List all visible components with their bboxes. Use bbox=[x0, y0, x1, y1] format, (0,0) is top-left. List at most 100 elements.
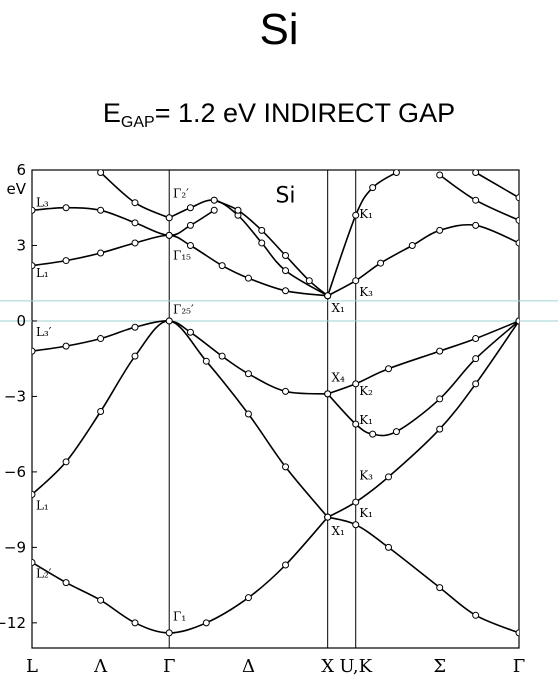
x-tick-label: Γ bbox=[163, 656, 176, 677]
band-data-point bbox=[472, 380, 480, 388]
band-data-point bbox=[97, 170, 105, 177]
band-data-point bbox=[392, 428, 400, 436]
y-tick-label: −3 bbox=[4, 387, 26, 405]
band-data-point bbox=[436, 226, 444, 234]
band-data-point bbox=[62, 204, 70, 212]
band-data-point bbox=[472, 170, 480, 177]
band-data-point bbox=[515, 194, 519, 202]
band-data-point bbox=[472, 196, 480, 204]
symmetry-point-label: Γ₁₅ bbox=[173, 248, 191, 262]
page-title: Si bbox=[259, 5, 299, 54]
band-data-point bbox=[131, 199, 139, 207]
band-data-point bbox=[131, 219, 139, 227]
band-data-point bbox=[62, 257, 70, 265]
band-data-point bbox=[436, 347, 444, 355]
band-data-point bbox=[472, 221, 480, 229]
band-data-point bbox=[202, 619, 210, 627]
band-curve-2 bbox=[32, 320, 328, 395]
band-data-point bbox=[324, 390, 332, 398]
band-data-point bbox=[244, 410, 252, 418]
band-curve-3 bbox=[32, 234, 328, 297]
symmetry-point-label: Γ₂₅′ bbox=[173, 302, 194, 316]
x-tick-label: Γ bbox=[513, 656, 526, 677]
subtitle-rest: = 1.2 eV INDIRECT GAP bbox=[154, 98, 456, 128]
band-data-point bbox=[377, 259, 385, 267]
y-unit-label: eV bbox=[7, 180, 27, 198]
symmetry-point-label: X₁ bbox=[331, 301, 344, 315]
plot-frame bbox=[31, 169, 520, 649]
band-curve-9 bbox=[326, 171, 397, 297]
subtitle-prefix: E bbox=[102, 98, 121, 128]
y-tick-label: −9 bbox=[4, 538, 26, 556]
symmetry-point-label: X₁ bbox=[331, 524, 344, 538]
symmetry-point-label: L₁ bbox=[36, 499, 49, 513]
band-data-point bbox=[436, 171, 444, 179]
symmetry-point-label: L₃′ bbox=[36, 325, 52, 339]
band-data-point bbox=[515, 629, 519, 637]
band-data-point bbox=[305, 277, 313, 285]
band-data-point bbox=[515, 239, 519, 247]
x-tick-label: L bbox=[26, 656, 38, 677]
band-data-point bbox=[165, 231, 173, 239]
band-data-point bbox=[97, 408, 105, 416]
x-tick-label: U,K bbox=[339, 656, 372, 677]
y-tick-label: 6 bbox=[16, 161, 26, 179]
band-data-point bbox=[186, 221, 194, 229]
x-tick-label: Λ bbox=[93, 656, 108, 677]
band-data-point bbox=[385, 473, 393, 481]
band-data-point bbox=[97, 335, 105, 343]
subtitle-sub: GAP bbox=[120, 114, 155, 131]
band-data-point bbox=[244, 274, 252, 282]
band-data-point bbox=[352, 498, 360, 506]
band-curve-11 bbox=[327, 320, 519, 437]
band-data-point bbox=[32, 491, 36, 499]
symmetry-point-label: Γ₁ bbox=[173, 609, 186, 623]
band-data-point bbox=[369, 430, 377, 438]
band-data-point bbox=[369, 184, 377, 192]
band-curve-13 bbox=[327, 516, 519, 634]
band-data-point bbox=[282, 561, 290, 569]
band-data-point bbox=[392, 170, 400, 177]
band-structure-chart: Si L₃ L₁ L₃′ L₁ L₂′ Γ₂′ Γ₁₅ Γ₂₅′ Γ₁ X₁ X₄ X₁ K₁ K₃ K₂ K₁… bbox=[0, 161, 558, 677]
band-data-point bbox=[186, 204, 194, 212]
band-data-point bbox=[324, 513, 332, 521]
band-data-point bbox=[436, 395, 444, 403]
band-data-point bbox=[282, 287, 290, 295]
band-data-point bbox=[165, 214, 173, 222]
symmetry-point-label: K₃ bbox=[359, 285, 373, 299]
band-data-point bbox=[352, 521, 360, 529]
y-tick-label: 3 bbox=[16, 236, 26, 254]
symmetry-point-label: L₁ bbox=[36, 266, 49, 280]
band-data-point bbox=[210, 196, 218, 204]
band-data-point bbox=[186, 328, 194, 336]
band-data-point bbox=[258, 239, 266, 247]
band-curve-14 bbox=[439, 174, 519, 222]
band-data-point bbox=[352, 277, 360, 285]
band-data-point bbox=[186, 241, 194, 249]
band-data-point bbox=[32, 262, 36, 270]
band-data-point bbox=[32, 206, 36, 214]
band-data-point bbox=[202, 357, 210, 365]
band-curve-6 bbox=[100, 171, 170, 219]
x-tick-label: Σ bbox=[433, 656, 446, 677]
band-data-point bbox=[436, 425, 444, 433]
band-data-point bbox=[472, 611, 480, 619]
band-data-point bbox=[244, 594, 252, 602]
band-data-point bbox=[131, 619, 139, 627]
y-tick-label: 0 bbox=[16, 312, 26, 330]
band-data-point bbox=[218, 262, 226, 270]
band-data-point bbox=[472, 355, 480, 363]
band-data-point bbox=[32, 347, 36, 355]
x-tick-label: Δ bbox=[242, 656, 255, 677]
band-data-point bbox=[352, 420, 360, 428]
band-data-point bbox=[97, 249, 105, 257]
band-curve-1 bbox=[32, 320, 329, 518]
band-data-point bbox=[385, 365, 393, 373]
y-tick-label: −6 bbox=[4, 463, 26, 481]
symmetry-point-label: K₁ bbox=[359, 207, 373, 221]
inner-title: Si bbox=[275, 184, 295, 209]
symmetry-point-label: X₄ bbox=[331, 370, 345, 384]
band-data-point bbox=[97, 596, 105, 604]
band-data-point bbox=[515, 317, 519, 325]
band-data-point bbox=[436, 584, 444, 592]
